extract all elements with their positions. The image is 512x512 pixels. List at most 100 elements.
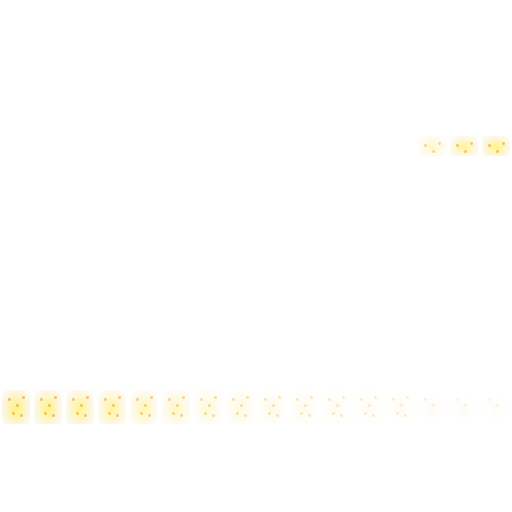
sparkle-dot (76, 412, 79, 415)
sparkle-dot (424, 398, 427, 401)
sparkle-dot (304, 404, 307, 407)
sparkle-dot (150, 396, 153, 399)
bottom-frame-2 (34, 390, 62, 424)
sparkle-dot (496, 150, 499, 153)
sparkle-dot (368, 404, 371, 407)
sparkle-dot (208, 404, 211, 407)
sparkle-dot (72, 398, 75, 401)
sparkle-dot (244, 414, 247, 417)
sparkle-dot (392, 398, 395, 401)
sparkle-dot (86, 396, 89, 399)
bottom-frame-4 (98, 390, 126, 424)
sparkle-frames-bottom (2, 390, 510, 424)
bottom-frame-9 (258, 390, 286, 424)
bottom-frame-3 (66, 390, 94, 424)
sparkle-dot (112, 404, 115, 407)
sparkle-dot (328, 398, 331, 401)
sparkle-dot (332, 412, 335, 415)
sparkle-dot (144, 404, 147, 407)
sparkle-dot (104, 398, 107, 401)
sparkle-dot (268, 412, 271, 415)
bottom-frame-16 (482, 390, 510, 424)
sparkle-dot (214, 396, 217, 399)
sparkle-dot (84, 414, 87, 417)
sparkle-dot (432, 404, 435, 407)
sparkle-dot (204, 412, 207, 415)
sparkle-dot (488, 144, 491, 147)
sparkle-dot (232, 398, 235, 401)
sparkle-dot (396, 412, 399, 415)
top-frame-1 (418, 136, 446, 156)
sparkle-dot (278, 396, 281, 399)
sparkle-dot (364, 412, 367, 415)
bottom-frame-15 (450, 390, 478, 424)
sparkle-dot (308, 414, 311, 417)
sparkle-dot (456, 144, 459, 147)
sparkle-dot (438, 142, 441, 145)
sparkle-dot (118, 396, 121, 399)
sparkle-dot (20, 414, 23, 417)
sparkle-dot (310, 396, 313, 399)
sparkle-dot (40, 398, 43, 401)
sparkle-dot (212, 414, 215, 417)
sparkle-dot (44, 412, 47, 415)
sparkle-dot (464, 404, 467, 407)
sparkle-dot (52, 414, 55, 417)
sparkle-dot (22, 396, 25, 399)
sparkle-frames-top (418, 136, 510, 156)
sparkle-dot (276, 414, 279, 417)
sparkle-dot (456, 398, 459, 401)
sparkle-dot (496, 404, 499, 407)
sparkle-dot (342, 396, 345, 399)
sparkle-dot (464, 150, 467, 153)
bottom-frame-6 (162, 390, 190, 424)
sparkle-dot (296, 398, 299, 401)
sparkle-dot (336, 404, 339, 407)
top-frame-3 (482, 136, 510, 156)
bottom-frame-1 (2, 390, 30, 424)
sparkle-dot (404, 414, 407, 417)
sparkle-dot (148, 414, 151, 417)
sparkle-dot (400, 404, 403, 407)
sparkle-dot (424, 144, 427, 147)
sparkle-dot (372, 414, 375, 417)
sparkle-dot (116, 414, 119, 417)
sparkle-dot (236, 412, 239, 415)
sparkle-dot (488, 398, 491, 401)
sparkle-dot (272, 404, 275, 407)
sparkle-dot (80, 404, 83, 407)
sparkle-dot (502, 142, 505, 145)
bottom-frame-13 (386, 390, 414, 424)
sparkle-dot (168, 398, 171, 401)
top-frame-2 (450, 136, 478, 156)
bottom-frame-11 (322, 390, 350, 424)
sparkle-dot (54, 396, 57, 399)
sparkle-dot (432, 150, 435, 153)
sparkle-dot (12, 412, 15, 415)
sparkle-dot (264, 398, 267, 401)
sparkle-dot (108, 412, 111, 415)
sparkle-dot (300, 412, 303, 415)
sparkle-dot (176, 404, 179, 407)
sparkle-dot (470, 142, 473, 145)
sparkle-dot (136, 398, 139, 401)
sparkle-dot (16, 404, 19, 407)
sparkle-dot (246, 396, 249, 399)
bottom-frame-14 (418, 390, 446, 424)
sparkle-dot (140, 412, 143, 415)
sparkle-dot (200, 398, 203, 401)
bottom-frame-5 (130, 390, 158, 424)
sparkle-dot (8, 398, 11, 401)
sparkle-dot (182, 396, 185, 399)
sparkle-dot (340, 414, 343, 417)
sparkle-dot (180, 414, 183, 417)
bottom-frame-8 (226, 390, 254, 424)
sparkle-dot (240, 404, 243, 407)
sparkle-dot (360, 398, 363, 401)
bottom-frame-7 (194, 390, 222, 424)
sparkle-dot (48, 404, 51, 407)
bottom-frame-10 (290, 390, 318, 424)
sparkle-dot (406, 396, 409, 399)
sparkle-dot (172, 412, 175, 415)
sparkle-dot (374, 396, 377, 399)
